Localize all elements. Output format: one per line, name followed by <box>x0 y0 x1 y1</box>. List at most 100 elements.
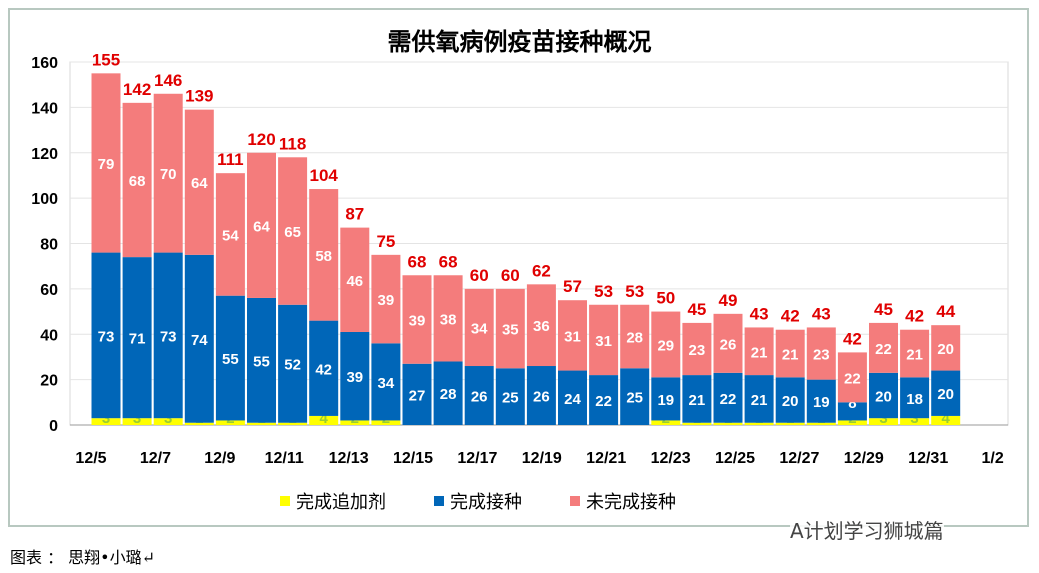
bar-segment <box>651 420 681 425</box>
bar-value-label: 24 <box>564 391 581 408</box>
bar-value-label: 3 <box>164 410 172 427</box>
bar-segment <box>495 288 525 369</box>
bar-value-label: 19 <box>657 392 674 409</box>
x-tick-label: 12/19 <box>522 450 562 467</box>
bar-segment <box>900 329 930 378</box>
bar-total-label: 104 <box>310 166 339 185</box>
bar-value-label: 55 <box>222 351 239 368</box>
bar-total-label: 146 <box>154 71 182 90</box>
bar-segment <box>744 422 774 425</box>
bar-value-label: 31 <box>564 328 581 345</box>
bar-value-label: 23 <box>813 347 830 364</box>
bar-segment <box>713 422 743 425</box>
bar-segment <box>309 415 339 425</box>
x-tick-label: 12/13 <box>329 450 369 467</box>
bar-segment <box>526 284 556 367</box>
bar-segment <box>682 322 712 376</box>
bar-value-label: 31 <box>595 333 612 350</box>
bar-value-label: 18 <box>906 391 923 408</box>
bar-segment <box>91 252 121 419</box>
legend-label: 完成追加剂 <box>296 492 386 513</box>
bar-segment <box>869 372 898 419</box>
bar-segment <box>931 325 961 371</box>
bar-value-label: 68 <box>129 173 146 190</box>
bar-total-label: 60 <box>501 266 520 285</box>
bar-segment <box>433 275 463 362</box>
bar-segment <box>806 379 836 423</box>
bar-total-label: 45 <box>874 300 893 319</box>
bar-segment <box>340 331 370 421</box>
bar-total-label: 42 <box>905 307 924 326</box>
bar-segment <box>184 109 214 255</box>
bar-value-label: 20 <box>937 341 954 358</box>
bar-value-label: 46 <box>346 273 363 290</box>
bar-segment <box>526 366 556 425</box>
bar-value-label: 19 <box>813 394 830 411</box>
bar-total-label: 62 <box>532 261 551 280</box>
bar-total-label: 50 <box>656 289 675 308</box>
y-tick-label: 160 <box>31 55 58 72</box>
y-tick-label: 80 <box>40 237 58 254</box>
bar-value-label: 26 <box>533 389 550 406</box>
bar-value-label: 34 <box>471 320 488 337</box>
bar-segment <box>402 363 432 425</box>
bar-value-label: 22 <box>595 393 612 410</box>
footer-credit: 图表 ： 思翔•小璐↵ <box>10 548 156 567</box>
bar-segment <box>651 377 681 421</box>
bar-value-label: 20 <box>875 389 892 406</box>
chart-title: 需供氧病例疫苗接种概况 <box>387 28 652 56</box>
bar-segment <box>713 372 743 423</box>
x-tick-label: 1/2 <box>981 450 1003 467</box>
bar-segment <box>122 257 152 419</box>
bar-segment <box>713 313 743 373</box>
legend-item-incomplete: 未完成接种 <box>570 488 676 514</box>
bar-value-label: 22 <box>844 370 861 387</box>
bar-segment <box>775 377 805 423</box>
x-tick-label: 12/17 <box>457 450 497 467</box>
legend: 完成追加剂 完成接种 未完成接种 <box>280 488 676 514</box>
bar-segment <box>931 415 961 425</box>
bar-segment <box>215 295 245 421</box>
bar-value-label: 25 <box>502 390 519 407</box>
bar-value-label: 22 <box>720 391 737 408</box>
bar-value-label: 27 <box>409 387 426 404</box>
bar-value-label: 54 <box>222 227 239 244</box>
bar-segment <box>247 297 276 423</box>
bar-value-label: 21 <box>782 347 799 364</box>
bar-value-label: 3 <box>879 410 887 427</box>
bar-total-label: 43 <box>750 304 769 323</box>
bar-segment <box>184 422 214 425</box>
bar-segment <box>837 402 867 421</box>
x-tick-label: 12/29 <box>844 450 884 467</box>
legend-label: 完成接种 <box>450 492 522 513</box>
bar-total-label: 43 <box>812 304 831 323</box>
bar-value-label: 58 <box>315 248 332 265</box>
bar-segment <box>775 422 805 425</box>
x-tick-label: 12/9 <box>204 450 235 467</box>
y-tick-label: 120 <box>31 146 58 163</box>
x-tick-label: 12/31 <box>908 450 948 467</box>
bar-segment <box>869 418 898 425</box>
bar-total-label: 53 <box>594 282 613 301</box>
bar-value-label: 39 <box>378 292 395 309</box>
bar-value-label: 39 <box>409 313 426 330</box>
bar-segment <box>651 311 681 378</box>
bar-segment <box>495 368 525 425</box>
bar-segment <box>931 370 961 416</box>
x-tick-label: 12/21 <box>586 450 626 467</box>
bar-value-label: 65 <box>284 224 301 241</box>
bar-value-label: 21 <box>906 347 923 364</box>
bar-segment <box>122 102 152 258</box>
bar-value-label: 70 <box>160 166 177 183</box>
bar-value-label: 29 <box>657 337 674 354</box>
bar-segment <box>309 320 339 416</box>
legend-label: 未完成接种 <box>586 492 676 513</box>
bar-value-label: 79 <box>98 156 115 173</box>
bar-value-label: 74 <box>191 332 208 349</box>
bar-segment <box>340 227 370 332</box>
bar-value-label: 20 <box>782 393 799 410</box>
bar-segment <box>278 422 308 425</box>
bar-value-label: 64 <box>191 175 208 192</box>
bar-segment <box>309 189 339 321</box>
